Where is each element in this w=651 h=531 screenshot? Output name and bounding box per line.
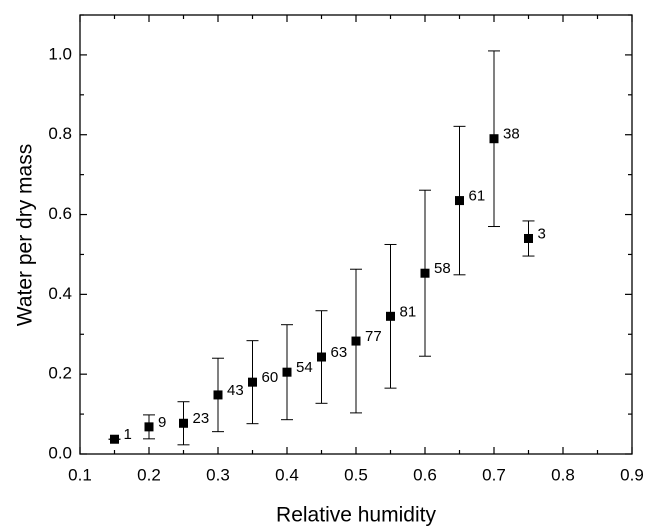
- point-label: 58: [434, 260, 451, 277]
- x-tick-label: 0.2: [137, 465, 161, 484]
- x-tick-label: 0.8: [551, 465, 575, 484]
- point-label: 3: [538, 225, 546, 242]
- x-tick-label: 0.4: [275, 465, 299, 484]
- y-tick-label: 0.2: [48, 364, 72, 383]
- point: [144, 422, 154, 432]
- x-tick-label: 0.9: [620, 465, 644, 484]
- x-tick-label: 0.1: [68, 465, 92, 484]
- x-tick-label: 0.7: [482, 465, 506, 484]
- point: [351, 336, 361, 346]
- point: [317, 352, 326, 362]
- point-label: 54: [296, 359, 313, 376]
- point-label: 63: [331, 344, 348, 361]
- point: [386, 311, 395, 321]
- point: [282, 367, 292, 377]
- y-tick-label: 0.4: [48, 284, 72, 303]
- point-label: 43: [227, 382, 244, 399]
- y-axis-title: Water per dry mass: [14, 144, 37, 326]
- point-label: 23: [193, 410, 210, 427]
- point-label: 61: [469, 188, 486, 205]
- y-tick-label: 0.8: [48, 124, 72, 143]
- point: [248, 377, 257, 387]
- y-tick-label: 1.0: [48, 44, 72, 63]
- x-tick-label: 0.3: [206, 465, 230, 484]
- point-label: 38: [503, 126, 520, 143]
- point: [455, 196, 464, 206]
- y-tick-label: 0.6: [48, 204, 72, 223]
- x-axis-title: Relative humidity: [276, 504, 436, 527]
- point-label: 1: [124, 426, 132, 443]
- point: [110, 434, 119, 444]
- point-label: 81: [400, 303, 417, 320]
- y-tick-label: 0.0: [48, 443, 72, 462]
- point: [213, 390, 223, 400]
- x-tick-label: 0.6: [413, 465, 437, 484]
- point-label: 9: [158, 414, 166, 431]
- x-tick-label: 0.5: [344, 465, 368, 484]
- point-label: 60: [262, 369, 279, 386]
- point-label: 77: [365, 328, 382, 345]
- point: [524, 233, 533, 243]
- point: [420, 268, 430, 278]
- point: [489, 134, 499, 144]
- point: [179, 418, 188, 428]
